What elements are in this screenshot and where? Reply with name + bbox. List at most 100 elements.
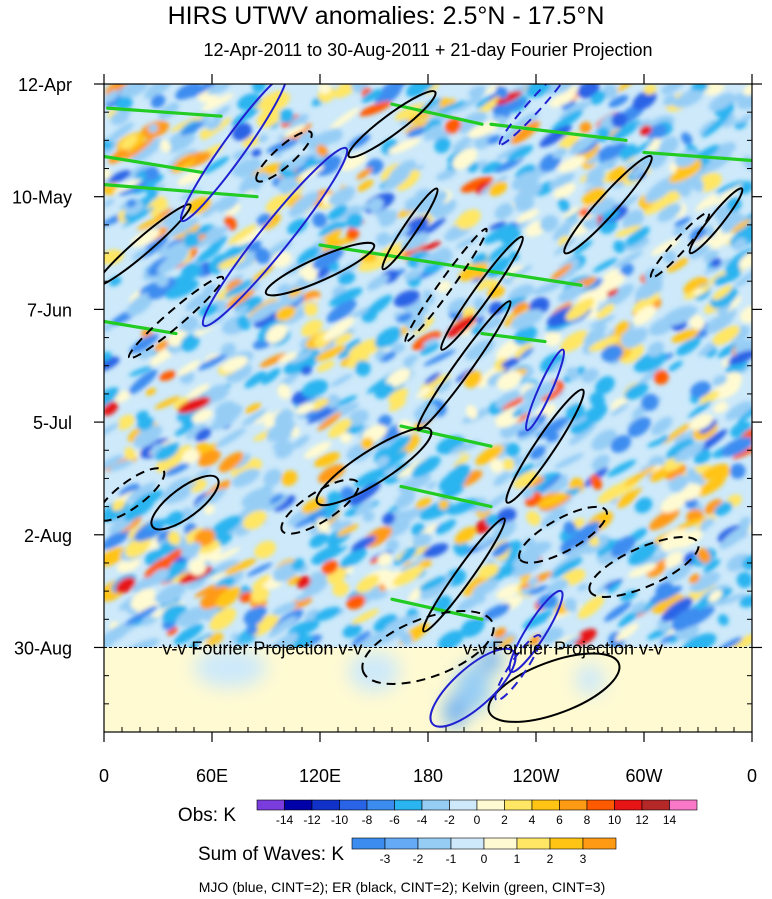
anomaly-blob <box>599 273 625 292</box>
anomaly-blob <box>681 132 693 145</box>
x-tick-label: 60E <box>196 766 228 786</box>
anomaly-blob <box>130 588 156 610</box>
anomaly-blob <box>114 390 131 403</box>
projection-blob <box>194 647 266 688</box>
anomaly-blob <box>206 117 222 131</box>
anomaly-blob <box>634 497 653 514</box>
anomaly-blob <box>546 432 560 443</box>
anomaly-blob <box>514 195 535 212</box>
anomaly-blob <box>515 209 540 224</box>
anomaly-field <box>104 84 752 658</box>
contour-legend-note: MJO (blue, CINT=2); ER (black, CINT=2); … <box>199 879 606 895</box>
anomaly-blob <box>401 614 421 628</box>
anomaly-blob <box>210 572 228 581</box>
kelvin-contour <box>390 597 484 621</box>
anomaly-blob <box>610 435 632 453</box>
anomaly-blob <box>282 123 312 144</box>
anomaly-blob <box>639 366 662 385</box>
anomaly-blob <box>328 418 352 438</box>
anomaly-blob <box>155 446 186 473</box>
anomaly-blob <box>710 258 722 268</box>
anomaly-blob <box>207 84 231 95</box>
colorbar-tick-label: 8 <box>584 813 591 827</box>
anomaly-blob <box>164 463 190 476</box>
anomaly-blob <box>615 225 642 237</box>
anomaly-blob <box>144 84 173 100</box>
anomaly-blob <box>438 499 449 510</box>
kelvin-contour <box>642 150 752 163</box>
colorbar-tick-label: -2 <box>444 813 455 827</box>
anomaly-blob <box>310 571 322 580</box>
anomaly-blob <box>122 206 155 227</box>
anomaly-blob <box>403 503 426 523</box>
anomaly-blob <box>708 589 723 603</box>
anomaly-blob <box>120 134 138 150</box>
anomaly-blob <box>263 468 282 487</box>
kelvin-contour <box>104 154 205 175</box>
anomaly-blob <box>188 84 221 98</box>
colorbar-swatch <box>641 799 670 811</box>
anomaly-blob <box>617 609 641 628</box>
anomaly-blob <box>572 100 593 114</box>
anomaly-blob <box>150 94 166 109</box>
anomaly-blob <box>494 156 524 173</box>
mjo-contours <box>179 84 574 728</box>
anomaly-blob <box>153 196 168 211</box>
anomaly-blob <box>381 84 407 93</box>
obs-colorbar-label: Obs: K <box>178 805 236 826</box>
anomaly-blob <box>136 248 149 256</box>
anomaly-blob <box>550 480 569 494</box>
anomaly-blob <box>454 526 477 545</box>
anomaly-blob <box>316 517 330 533</box>
anomaly-blob <box>155 442 180 462</box>
anomaly-blob <box>691 176 704 193</box>
anomaly-blob <box>666 257 689 273</box>
anomaly-blob <box>359 101 392 117</box>
anomaly-blob <box>712 284 733 301</box>
anomaly-blob <box>301 265 318 282</box>
anomaly-blob <box>271 433 293 450</box>
anomaly-blob <box>104 422 121 439</box>
colorbar-tick-label: -3 <box>380 852 391 866</box>
anomaly-blob <box>283 124 306 137</box>
anomaly-blob <box>268 615 297 638</box>
anomaly-blob <box>170 115 204 133</box>
anomaly-blob <box>126 292 154 317</box>
anomaly-blob <box>675 158 702 174</box>
anomaly-blob <box>578 595 605 619</box>
anomaly-blob <box>406 84 437 98</box>
anomaly-blob <box>115 577 136 594</box>
anomaly-blob <box>423 543 449 558</box>
anomaly-blob <box>538 493 568 508</box>
anomaly-blob <box>104 322 113 332</box>
colorbar-swatch <box>284 799 313 811</box>
anomaly-blob <box>366 274 390 291</box>
colorbar-swatch <box>669 799 698 811</box>
anomaly-blob <box>488 301 504 316</box>
colorbar-tick-label: 0 <box>481 852 488 866</box>
anomaly-blob <box>360 437 374 450</box>
anomaly-blob <box>289 113 309 130</box>
mjo-contour <box>525 348 565 432</box>
anomaly-blob <box>437 280 452 293</box>
anomaly-blob <box>124 446 136 461</box>
anomaly-blob <box>437 630 464 650</box>
anomaly-blob <box>186 383 210 399</box>
anomaly-blob <box>716 467 731 480</box>
anomaly-blob <box>148 277 176 300</box>
anomaly-blob <box>236 315 251 331</box>
anomaly-blob <box>157 546 187 568</box>
anomaly-blob <box>342 623 362 638</box>
er-contour <box>563 154 653 255</box>
anomaly-blob <box>651 416 673 436</box>
anomaly-blob <box>117 414 135 430</box>
anomaly-blob <box>690 572 721 593</box>
anomaly-blob <box>507 145 534 162</box>
colorbar-tick-label: 14 <box>663 813 677 827</box>
er-contour <box>416 300 512 432</box>
anomaly-blob <box>104 529 131 550</box>
anomaly-blob <box>493 471 511 486</box>
anomaly-blob <box>220 342 236 357</box>
anomaly-blob <box>388 388 408 405</box>
anomaly-blob <box>701 463 729 481</box>
